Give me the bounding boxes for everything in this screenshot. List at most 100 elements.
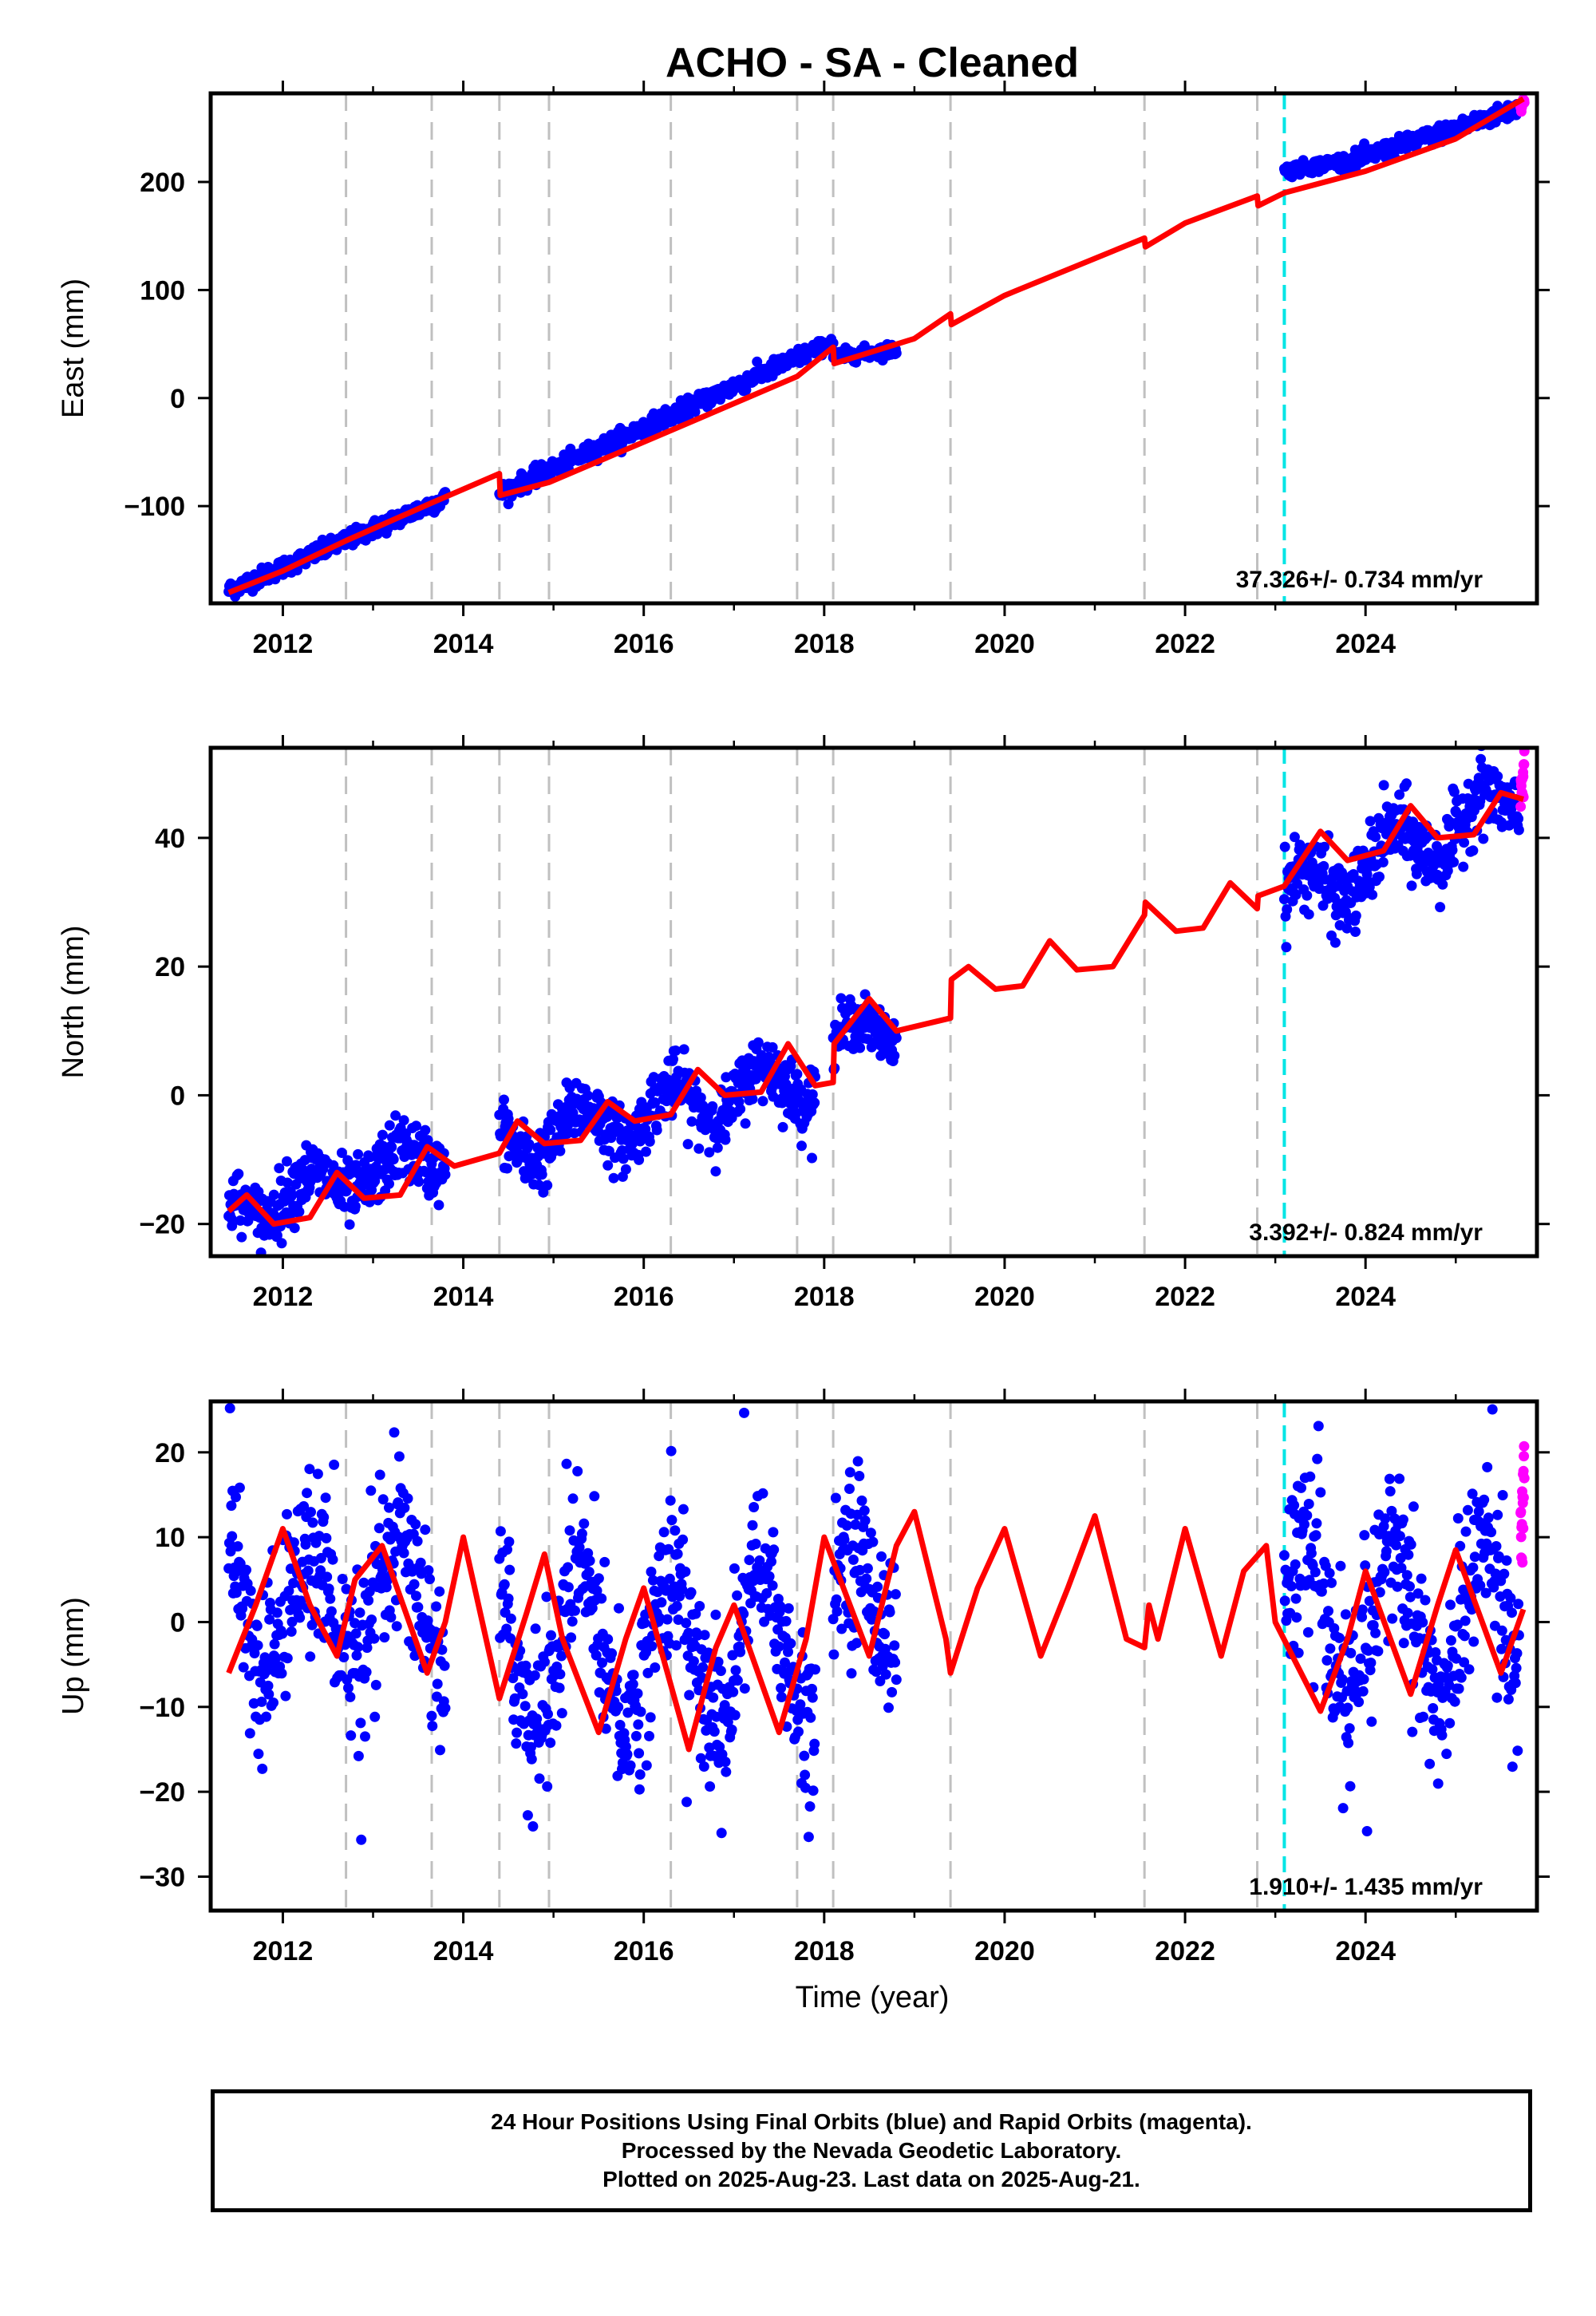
final-point-up-256: [389, 1427, 400, 1438]
final-point-north-415: [545, 1124, 556, 1136]
final-point-up-347: [501, 1623, 512, 1634]
x-tick-label-east-2: 2016: [614, 629, 674, 659]
final-point-north-294: [413, 1176, 425, 1188]
final-point-up-1019: [1340, 1609, 1351, 1620]
final-point-up-110: [294, 1612, 306, 1623]
final-point-up-566: [642, 1667, 654, 1678]
plot-frame-east: [208, 91, 1539, 606]
final-point-up-815: [803, 1832, 814, 1843]
final-point-up-687: [721, 1766, 732, 1777]
final-point-up-203: [354, 1607, 365, 1618]
final-point-up-972: [1310, 1567, 1321, 1578]
final-point-north-20: [236, 1231, 247, 1243]
final-point-north-577: [650, 1097, 661, 1108]
final-point-north-1003: [1329, 937, 1341, 948]
final-point-up-352: [504, 1564, 516, 1575]
final-point-up-950: [1296, 1482, 1306, 1493]
final-point-up-380: [522, 1810, 533, 1821]
final-point-east-639: [689, 406, 701, 417]
final-point-up-188: [345, 1691, 356, 1702]
final-point-north-962: [1303, 909, 1314, 920]
final-point-north-1184: [1447, 844, 1458, 856]
final-point-north-569: [644, 1136, 655, 1147]
final-point-north-343: [499, 1094, 509, 1105]
final-point-north-686: [720, 1134, 731, 1145]
y-axis-label-up: Up (mm): [57, 1597, 90, 1715]
y-tick-label-up-1: −20: [139, 1777, 185, 1808]
final-point-up-1045: [1357, 1604, 1368, 1615]
final-point-up-1142: [1420, 1595, 1431, 1606]
final-point-up-990: [1321, 1655, 1333, 1666]
final-point-north-271: [398, 1115, 409, 1126]
final-point-up-112: [295, 1595, 306, 1607]
final-point-up-975: [1312, 1453, 1323, 1464]
final-point-up-534: [622, 1749, 633, 1760]
final-point-up-75: [271, 1607, 282, 1618]
final-point-up-251: [385, 1612, 397, 1622]
final-point-up-913: [884, 1607, 895, 1618]
final-point-north-547: [630, 1120, 641, 1132]
final-point-up-1108: [1397, 1514, 1408, 1525]
final-point-up-602: [666, 1445, 677, 1456]
final-point-up-1204: [1460, 1615, 1471, 1626]
final-point-up-1054: [1363, 1645, 1374, 1656]
final-point-up-874: [859, 1505, 870, 1516]
final-point-up-406: [539, 1656, 550, 1667]
final-point-up-696: [726, 1724, 737, 1735]
final-point-up-386: [526, 1753, 537, 1765]
final-point-up-17: [234, 1482, 245, 1493]
final-point-up-959: [1302, 1510, 1313, 1521]
x-tick-label-north-4: 2020: [974, 1282, 1035, 1312]
final-point-north-824: [809, 1097, 820, 1109]
final-point-up-982: [1316, 1586, 1327, 1597]
final-point-up-757: [766, 1556, 776, 1567]
final-point-up-1079: [1379, 1567, 1390, 1578]
final-point-up-372: [517, 1689, 528, 1700]
final-point-up-445: [564, 1525, 575, 1536]
final-point-up-1219: [1469, 1551, 1480, 1563]
final-point-up-1131: [1412, 1588, 1424, 1599]
final-point-up-221: [366, 1614, 377, 1625]
final-point-north-580: [651, 1124, 662, 1136]
final-point-north-563: [641, 1146, 651, 1157]
final-point-up-476: [584, 1555, 595, 1567]
final-point-up-1026: [1345, 1780, 1356, 1792]
final-point-up-862: [851, 1638, 862, 1649]
final-point-up-201: [353, 1750, 364, 1761]
final-point-north-532: [620, 1164, 631, 1175]
final-point-up-1048: [1359, 1530, 1370, 1541]
final-point-up-1203: [1459, 1630, 1470, 1642]
x-tick-label-up-3: 2018: [794, 1936, 855, 1966]
final-point-north-797: [792, 1069, 803, 1080]
final-point-up-702: [730, 1665, 741, 1676]
final-point-up-1256: [1493, 1551, 1504, 1562]
footer-line-2: Processed by the Nevada Geodetic Laborat…: [621, 2138, 1122, 2163]
final-point-up-415: [545, 1737, 556, 1749]
final-point-up-450: [567, 1493, 579, 1504]
model-line-up: [226, 1508, 1527, 1753]
final-point-up-88: [280, 1690, 291, 1701]
final-point-up-1192: [1452, 1619, 1463, 1630]
final-point-up-601: [665, 1495, 676, 1506]
rapid-point-north-17: [1519, 748, 1530, 757]
x-tick-label-up-5: 2022: [1155, 1936, 1215, 1966]
final-point-up-1285: [1512, 1745, 1523, 1757]
y-tick-label-east-2: 100: [140, 275, 185, 306]
final-point-north-820: [807, 1152, 817, 1164]
final-point-up-619: [677, 1584, 688, 1595]
final-point-up-161: [327, 1554, 338, 1565]
final-point-up-357: [508, 1673, 519, 1684]
final-point-up-433: [556, 1708, 567, 1719]
final-point-up-1056: [1364, 1595, 1375, 1607]
final-point-up-894: [872, 1581, 883, 1592]
final-point-up-561: [639, 1618, 650, 1629]
final-point-up-1244: [1486, 1527, 1497, 1538]
final-point-north-634: [686, 1116, 697, 1127]
final-point-up-1138: [1417, 1617, 1428, 1628]
final-point-up-1175: [1441, 1749, 1452, 1760]
final-point-up-600: [664, 1573, 675, 1584]
final-point-up-344: [499, 1579, 510, 1590]
final-point-up-885: [866, 1614, 877, 1625]
final-point-up-388: [527, 1821, 539, 1832]
final-point-up-1254: [1492, 1509, 1503, 1520]
